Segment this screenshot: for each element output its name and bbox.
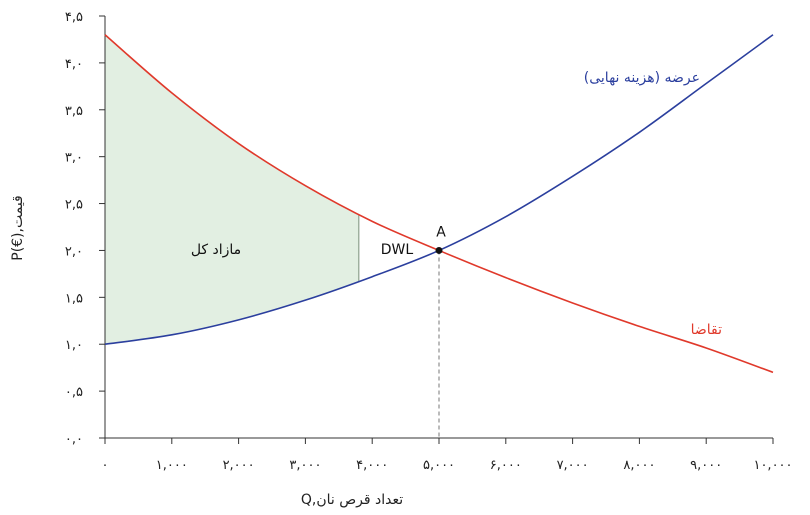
- y-tick-label: ۰,۰: [65, 432, 83, 447]
- y-axis-title: P(€),قیمت: [10, 195, 26, 261]
- x-tick-label: ۱۰,۰۰۰: [753, 458, 792, 473]
- dwl-label: DWL: [381, 242, 414, 258]
- y-tick-label: ۱,۵: [65, 291, 83, 306]
- y-tick-label: ۴,۵: [65, 10, 83, 25]
- shaded-area-layer: [105, 34, 360, 345]
- axes: ۰ ۱,۰۰۰ ۲,۰۰۰ ۳,۰۰۰ ۴,۰۰۰ ۵,۰۰۰ ۶,۰۰۰ ۷,۰۰۰ ۸,۰۰…: [10, 10, 793, 508]
- y-tick-label: ۲,۰: [65, 244, 83, 259]
- equilibrium-point-label: A: [436, 224, 446, 240]
- x-tick-label: ۵,۰۰۰: [423, 458, 455, 473]
- y-tick-label: ۴,۰: [65, 57, 83, 72]
- x-tick-label: ۰: [102, 458, 109, 473]
- x-tick-label: ۳,۰۰۰: [289, 458, 321, 473]
- supply-label: عرضه (هزینه نهایی): [584, 70, 700, 86]
- y-tick-label: ۳,۰: [65, 151, 83, 166]
- x-tick-label: ۷,۰۰۰: [557, 458, 589, 473]
- y-tick-label: ۱,۰: [65, 338, 83, 353]
- demand-label: تقاضا: [691, 322, 723, 338]
- annotations: عرضه (هزینه نهایی) تقاضا مازاد کل DWL A: [191, 70, 722, 438]
- x-tick-label: ۹,۰۰۰: [690, 458, 722, 473]
- y-tick-label: ۳,۵: [65, 104, 83, 119]
- x-tick-label: ۸,۰۰۰: [623, 458, 655, 473]
- x-tick-label: ۲,۰۰۰: [223, 458, 255, 473]
- equilibrium-point: [435, 246, 443, 254]
- x-tick-label: ۶,۰۰۰: [490, 458, 522, 473]
- total-surplus-label: مازاد کل: [191, 242, 241, 258]
- x-axis-title: Q,تعداد قرص نان: [301, 492, 403, 508]
- total-surplus-area: [105, 34, 359, 345]
- y-tick-label: ۲,۵: [65, 198, 83, 213]
- y-tick-label: ۰,۵: [65, 385, 83, 400]
- x-tick-label: ۴,۰۰۰: [356, 458, 388, 473]
- x-tick-label: ۱,۰۰۰: [156, 458, 188, 473]
